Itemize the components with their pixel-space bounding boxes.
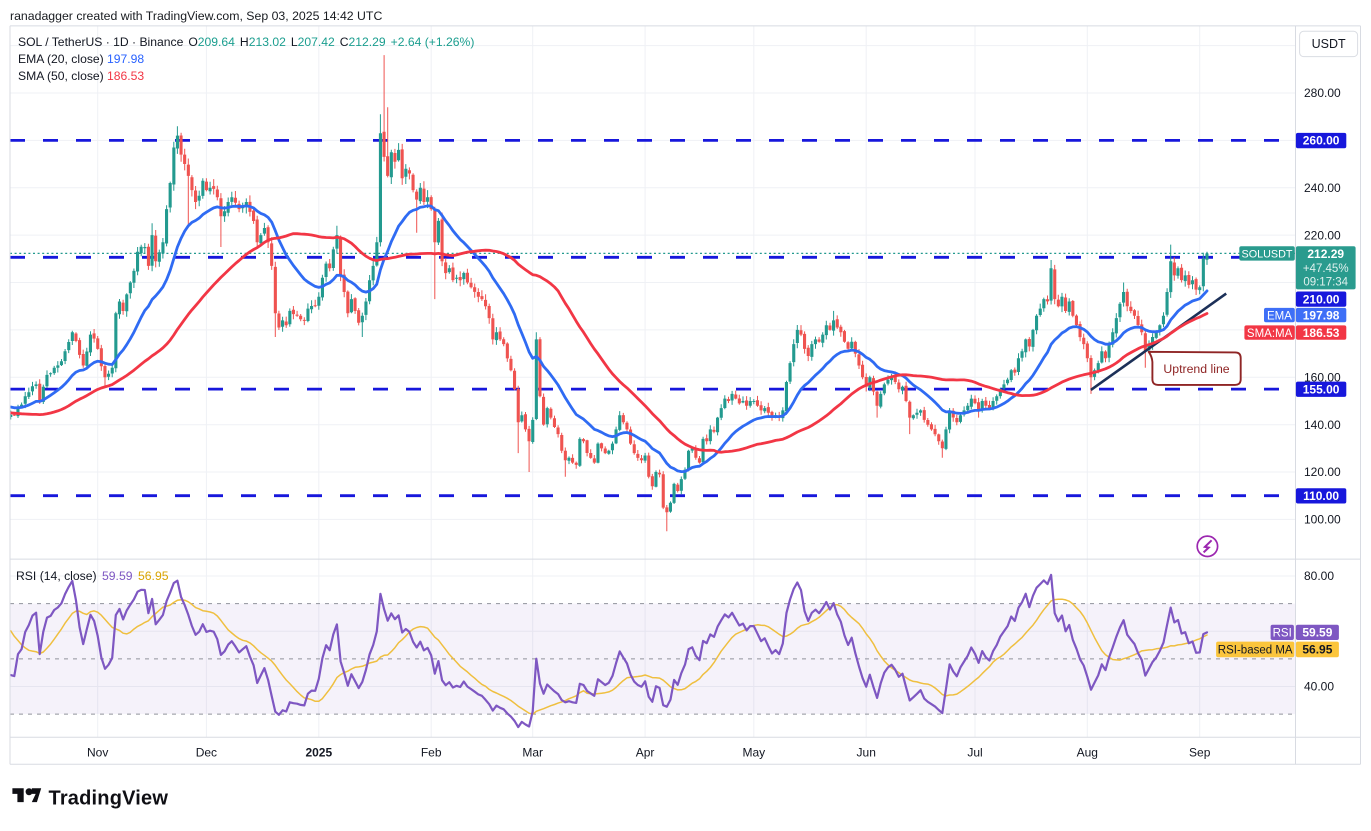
svg-text:EMA (20, close)197.98: EMA (20, close) 197.98 bbox=[18, 52, 144, 66]
svg-text:May: May bbox=[742, 746, 765, 760]
svg-text:SMA (50, close)186.53: SMA (50, close) 186.53 bbox=[18, 69, 144, 83]
svg-text:+47.45%: +47.45% bbox=[1303, 263, 1349, 275]
svg-text:Jul: Jul bbox=[967, 746, 982, 760]
svg-text:TradingView: TradingView bbox=[49, 788, 169, 810]
svg-text:59.59: 59.59 bbox=[1302, 626, 1332, 640]
svg-text:197.98: 197.98 bbox=[1303, 308, 1340, 322]
svg-text:USDT: USDT bbox=[1312, 37, 1346, 51]
svg-text:SMA:MA: SMA:MA bbox=[1247, 328, 1293, 340]
svg-text:155.00: 155.00 bbox=[1303, 382, 1340, 396]
svg-text:160.00: 160.00 bbox=[1304, 371, 1341, 385]
svg-text:56.95: 56.95 bbox=[1302, 643, 1332, 657]
svg-text:Feb: Feb bbox=[421, 746, 442, 760]
svg-text:Sep: Sep bbox=[1189, 746, 1211, 760]
svg-text:Aug: Aug bbox=[1077, 746, 1098, 760]
svg-text:186.53: 186.53 bbox=[1303, 326, 1340, 340]
svg-text:140.00: 140.00 bbox=[1304, 418, 1341, 432]
svg-text:210.00: 210.00 bbox=[1303, 292, 1340, 306]
svg-text:Dec: Dec bbox=[196, 746, 217, 760]
svg-text:RSI: RSI bbox=[1273, 628, 1292, 640]
svg-text:EMA: EMA bbox=[1267, 310, 1292, 322]
svg-text:80.00: 80.00 bbox=[1304, 569, 1334, 583]
svg-text:ranadagger created with Tradin: ranadagger created with TradingView.com,… bbox=[10, 9, 382, 23]
svg-text:09:17:34: 09:17:34 bbox=[1303, 277, 1348, 289]
svg-text:120.00: 120.00 bbox=[1304, 465, 1341, 479]
svg-text:100.00: 100.00 bbox=[1304, 513, 1341, 527]
svg-text:Mar: Mar bbox=[522, 746, 543, 760]
svg-text:Uptrend line: Uptrend line bbox=[1163, 362, 1229, 376]
svg-text:212.29: 212.29 bbox=[1307, 247, 1344, 261]
svg-text:2025: 2025 bbox=[305, 746, 332, 760]
svg-text:RSI-based MA: RSI-based MA bbox=[1218, 645, 1293, 657]
svg-text:Nov: Nov bbox=[87, 746, 108, 760]
svg-text:110.00: 110.00 bbox=[1303, 489, 1339, 503]
svg-text:240.00: 240.00 bbox=[1304, 181, 1341, 195]
svg-text:280.00: 280.00 bbox=[1304, 86, 1341, 100]
svg-text:40.00: 40.00 bbox=[1304, 680, 1334, 694]
svg-text:220.00: 220.00 bbox=[1304, 228, 1341, 242]
svg-text:Apr: Apr bbox=[636, 746, 655, 760]
svg-text:SOLUSDT: SOLUSDT bbox=[1242, 249, 1293, 261]
svg-text:Jun: Jun bbox=[857, 746, 876, 760]
svg-text:260.00: 260.00 bbox=[1303, 134, 1340, 148]
